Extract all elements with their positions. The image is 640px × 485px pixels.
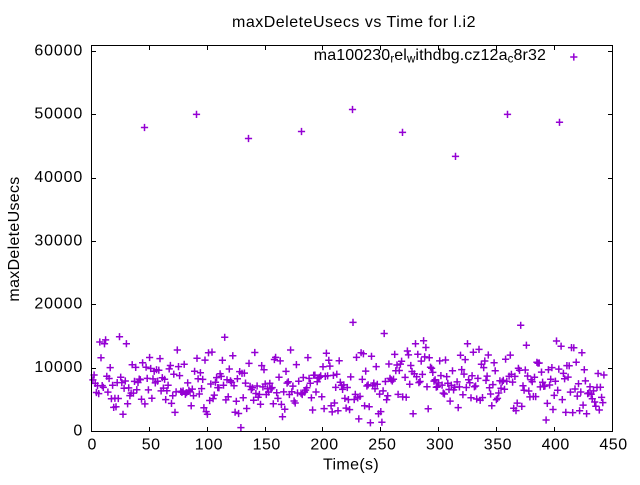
svg-text:10000: 10000 (34, 359, 83, 376)
svg-text:350: 350 (484, 436, 512, 453)
svg-text:300: 300 (426, 436, 454, 453)
svg-text:30000: 30000 (34, 232, 83, 249)
svg-text:60000: 60000 (34, 42, 83, 59)
svg-text:ma100230relwithdbg.cz12ac8r32: ma100230relwithdbg.cz12ac8r32 (314, 47, 546, 66)
svg-text:maxDeleteUsecs: maxDeleteUsecs (6, 176, 23, 301)
svg-text:0: 0 (87, 436, 96, 453)
svg-text:20000: 20000 (34, 296, 83, 313)
svg-text:250: 250 (368, 436, 396, 453)
svg-text:maxDeleteUsecs vs Time for l.i: maxDeleteUsecs vs Time for l.i2 (232, 14, 476, 31)
svg-text:0: 0 (73, 422, 83, 439)
svg-text:150: 150 (253, 436, 281, 453)
svg-text:40000: 40000 (34, 169, 83, 186)
svg-text:50: 50 (142, 436, 161, 453)
svg-text:400: 400 (542, 436, 570, 453)
svg-text:200: 200 (310, 436, 338, 453)
svg-text:450: 450 (599, 436, 627, 453)
svg-text:Time(s): Time(s) (323, 456, 379, 473)
svg-text:50000: 50000 (34, 106, 83, 123)
svg-text:100: 100 (195, 436, 223, 453)
